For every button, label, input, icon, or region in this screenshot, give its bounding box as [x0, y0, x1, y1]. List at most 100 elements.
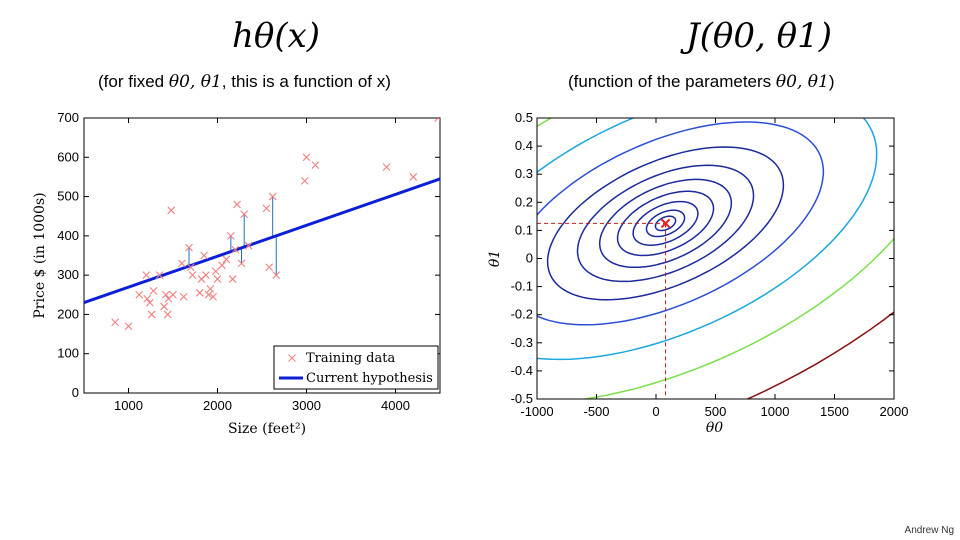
theta0-tick-label-5: 1500 — [820, 404, 849, 419]
training-point-25-stroke-b — [206, 285, 215, 293]
x-axis-label: Size (feet²) — [228, 421, 306, 437]
legend-hypothesis-label: Current hypothesis — [306, 371, 433, 386]
training-point-26-stroke-b — [209, 292, 217, 301]
training-point-45 — [382, 163, 391, 171]
training-point-7 — [149, 286, 158, 295]
right-subtitle-pre: (function of the parameters — [568, 72, 776, 91]
training-point-27 — [211, 267, 220, 276]
training-point-28 — [213, 275, 222, 283]
training-point-2 — [135, 290, 144, 299]
theta1-axis-label: θ1 — [487, 250, 503, 267]
training-point-37-stroke-b — [244, 241, 253, 250]
training-point-43 — [302, 153, 311, 162]
legend-box — [273, 345, 439, 390]
training-point-32-stroke-b — [228, 275, 237, 283]
y-tick-label-1: 100 — [57, 346, 79, 361]
right-plot-area — [537, 118, 894, 399]
theta1-tick-label-7: -0.2 — [511, 307, 533, 322]
training-point-10 — [161, 290, 170, 299]
training-point-15 — [178, 259, 186, 268]
theta0-tick-label-0: -1000 — [520, 404, 553, 419]
training-point-45-stroke-b — [382, 163, 391, 171]
y-tick-label-0: 0 — [72, 385, 79, 400]
training-point-14-stroke-b — [169, 290, 177, 299]
y-tick-label-5: 500 — [57, 189, 79, 204]
training-point-5-stroke-b — [145, 298, 154, 307]
training-point-38 — [262, 204, 271, 213]
training-point-2-stroke-b — [135, 290, 144, 299]
training-point-23 — [202, 271, 210, 280]
contour-level-9 — [537, 118, 894, 399]
training-point-41 — [272, 271, 281, 280]
cost-contour-chart: 0.5 0.4 0.3 0.2 0.1 0 -0.1 -0.2 -0.3 -0.4 -0.5-100… — [487, 110, 908, 436]
training-point-34 — [233, 200, 241, 209]
theta1-tick-label-6: -0.1 — [511, 279, 533, 294]
training-point-0-stroke-b — [111, 318, 120, 327]
theta1-tick-label-10: -0.5 — [511, 391, 533, 406]
training-point-41-stroke-b — [272, 271, 281, 280]
training-point-19 — [188, 271, 197, 280]
y-tick-label-4: 400 — [57, 228, 79, 243]
training-point-39-stroke-b — [265, 263, 274, 272]
training-point-3 — [142, 271, 151, 280]
legend-training-label: Training data — [306, 351, 395, 366]
left-subtitle-post: , this is a function of x) — [221, 72, 391, 91]
right-subtitle-post: ) — [828, 72, 835, 91]
training-point-37 — [244, 241, 253, 250]
training-point-15-stroke-b — [178, 259, 186, 268]
training-point-17-stroke-b — [185, 243, 193, 252]
x-tick-label-3: 4000 — [381, 398, 410, 413]
right-heading: J(θ0, θ1) — [686, 16, 832, 56]
contour-level-0 — [654, 215, 677, 232]
training-point-44 — [311, 161, 320, 170]
right-subtitle-math: θ0, θ1 — [775, 72, 829, 92]
training-point-42 — [300, 176, 309, 185]
training-point-18-stroke-b — [186, 263, 195, 272]
training-point-39 — [265, 263, 274, 272]
training-point-31-stroke-b — [226, 231, 235, 240]
minimum-marker-stroke-b — [660, 218, 671, 229]
training-point-32 — [228, 275, 237, 283]
training-point-29-stroke-b — [218, 261, 226, 270]
training-point-35 — [237, 259, 246, 268]
training-point-42-stroke-b — [300, 176, 309, 185]
contour-level-1 — [645, 209, 686, 238]
training-point-40-stroke-b — [268, 192, 277, 201]
y-tick-label-7: 700 — [57, 110, 79, 125]
training-point-24-stroke-b — [204, 290, 213, 299]
training-point-47 — [434, 118, 440, 122]
contour-level-7 — [537, 121, 825, 326]
training-point-20 — [195, 288, 204, 297]
theta1-tick-label-1: 0.4 — [515, 138, 533, 153]
training-point-36-stroke-b — [240, 210, 249, 219]
x-tick-label-1: 2000 — [203, 398, 232, 413]
training-point-35-stroke-b — [237, 259, 246, 268]
training-point-16 — [179, 292, 188, 301]
training-point-23-stroke-b — [202, 271, 210, 280]
x-tick-label-2: 3000 — [292, 398, 321, 413]
legend: Training data Current hypothesis — [273, 345, 439, 390]
training-point-8-stroke-b — [155, 271, 164, 280]
training-point-46-stroke-b — [409, 173, 418, 181]
housing-scatter-chart: 0 100 200 300 400 500 600 700 1000 2000 3000 4000 Si… — [32, 110, 441, 437]
left-plot-area — [84, 118, 440, 331]
training-point-5 — [145, 298, 154, 307]
training-point-4 — [143, 294, 152, 303]
hypothesis-line — [84, 177, 440, 305]
training-point-7-stroke-b — [149, 286, 158, 295]
theta0-tick-label-4: 1000 — [761, 404, 790, 419]
y-axis-label: Price $ (in 1000s) — [32, 192, 48, 318]
theta0-tick-label-2: 0 — [652, 404, 659, 419]
contour-level-3 — [616, 190, 715, 257]
training-point-25 — [206, 285, 215, 293]
x-tick-label-0: 1000 — [114, 398, 143, 413]
training-point-11 — [163, 310, 172, 319]
training-point-9 — [160, 302, 168, 311]
training-point-26 — [209, 292, 217, 301]
training-point-46 — [409, 173, 418, 181]
theta0-axis-label: θ0 — [706, 420, 723, 436]
training-point-10-stroke-b — [161, 290, 170, 299]
theta0-tick-label-1: -500 — [583, 404, 609, 419]
y-tick-label-2: 200 — [57, 306, 79, 321]
